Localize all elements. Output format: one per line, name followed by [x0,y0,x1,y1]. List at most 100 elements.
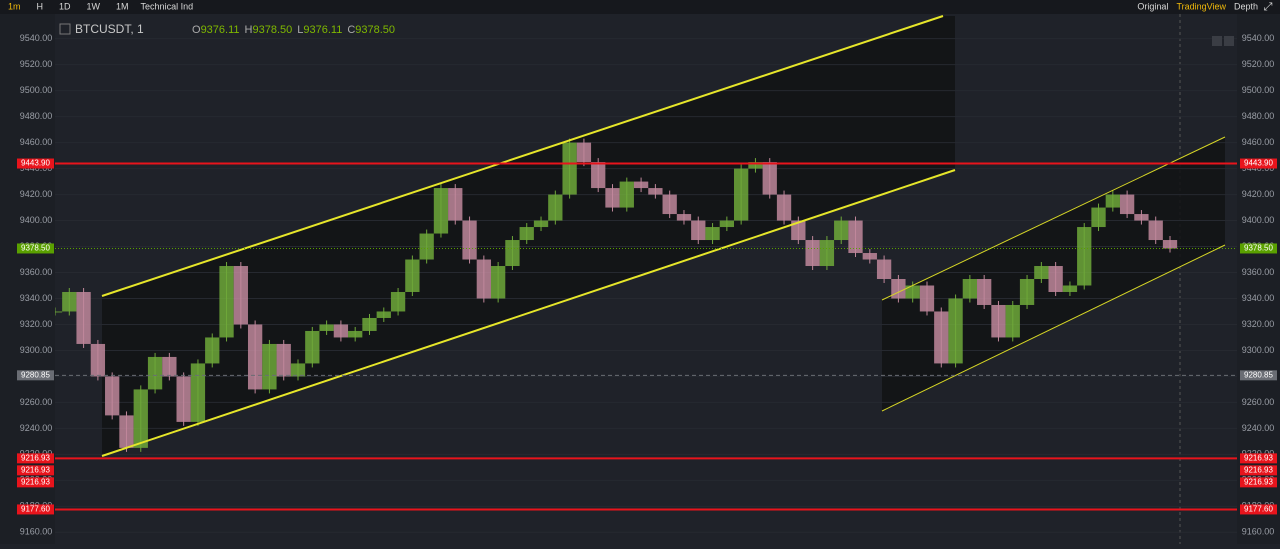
channel-line [101,169,956,457]
candle [776,194,792,221]
candle [105,376,120,416]
candle [934,311,949,364]
candle [734,168,749,221]
icon[interactable] [1212,36,1222,46]
candle [262,343,277,390]
candle [791,220,806,241]
candle [90,343,106,377]
candle [62,291,77,312]
candle [348,330,363,338]
view-button[interactable]: TradingView [1176,1,1226,11]
legend-icon[interactable] [59,23,71,35]
candle [133,389,148,448]
y-tick-label: 9400.00 [20,215,53,225]
price-label: 9177.60 [1244,505,1273,514]
candle [705,227,720,241]
price-label-box [17,477,54,488]
candle [1048,266,1063,292]
candle [176,376,191,422]
y-tick-label: 9420.00 [1242,189,1275,199]
candle [290,363,306,377]
y-tick-label: 9320.00 [20,319,53,329]
candle [1034,266,1049,279]
candle [505,240,520,267]
candle [1005,304,1020,338]
ohlc-key: O [192,24,201,36]
price-label: 9378.50 [21,244,50,253]
candle [1019,279,1035,305]
candle [405,259,420,292]
price-label-box [1240,453,1277,464]
candle [1091,207,1106,228]
candle [1105,194,1120,208]
indicators-button[interactable]: Technical Ind [141,1,194,11]
price-label: 9280.85 [21,370,50,379]
candle [834,220,849,241]
candle [762,162,777,195]
candle [362,317,377,331]
price-label: 9216.93 [1244,453,1273,462]
price-label-box [17,453,54,464]
price-label: 9177.60 [21,505,50,514]
candle [1119,194,1135,215]
channel-line [101,15,944,297]
icon[interactable] [1224,36,1234,46]
price-label-box [1240,370,1277,381]
ohlc-value: 9376.11 [303,24,342,36]
view-button[interactable]: Depth [1234,1,1258,11]
price-label-box [17,370,54,381]
y-tick-label: 9360.00 [1242,267,1275,277]
price-label-box [17,243,54,254]
candle [190,363,206,422]
candle [676,214,692,221]
price-label-box [1240,477,1277,488]
interval-button[interactable]: 1W [87,1,101,11]
price-label: 9280.85 [1244,370,1273,379]
interval-button[interactable]: 1D [59,1,71,11]
candle [748,162,763,169]
candle [448,188,463,221]
y-tick-label: 9460.00 [20,137,53,147]
interval-button[interactable]: 1M [116,1,129,11]
y-tick-label: 9240.00 [20,423,53,433]
y-tick-label: 9160.00 [20,527,53,537]
y-tick-label: 9260.00 [20,397,53,407]
candle [548,194,563,221]
candle [962,279,978,299]
candle [219,266,234,338]
y-tick-label: 9400.00 [1242,215,1275,225]
price-label: 9443.90 [21,159,50,168]
candle [376,311,391,318]
y-tick-label: 9520.00 [1242,59,1275,69]
channel-line [881,244,1226,412]
y-tick-label: 9480.00 [20,111,53,121]
candle [76,291,91,344]
price-label: 9378.50 [1244,244,1273,253]
view-button[interactable]: Original [1137,1,1168,11]
interval-button[interactable]: 1m [8,1,21,11]
candle [591,162,606,189]
price-label-box [1240,243,1277,254]
candle [247,324,263,390]
y-tick-label: 9540.00 [1242,33,1275,43]
candle [390,291,406,312]
interval-button[interactable]: H [37,1,44,11]
y-tick-label: 9480.00 [1242,111,1275,121]
candle [162,356,177,377]
y-tick-label: 9460.00 [1242,137,1275,147]
ohlc-key: C [347,24,355,36]
price-label: 9216.93 [21,453,50,462]
candle [233,266,248,325]
ohlc-key: L [297,24,303,36]
price-label: 9216.93 [1244,477,1273,486]
candle [691,220,706,241]
fullscreen-icon[interactable]: ⤢ [1264,1,1273,13]
y-tick-label: 9300.00 [20,345,53,355]
y-tick-label: 9260.00 [1242,397,1275,407]
price-label: 9216.93 [21,477,50,486]
candle [462,220,477,260]
candle [205,337,220,364]
symbol: BTCUSDT, 1 [75,22,144,36]
candle [1148,220,1163,241]
